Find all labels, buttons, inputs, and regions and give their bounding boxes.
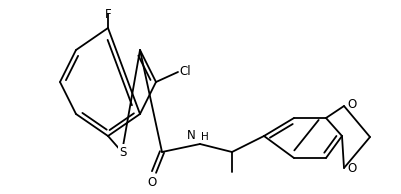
Text: N: N	[187, 129, 196, 142]
Text: S: S	[119, 146, 126, 158]
Text: O: O	[346, 99, 355, 112]
Text: O: O	[346, 163, 355, 176]
Text: O: O	[147, 176, 156, 189]
Text: F: F	[104, 8, 111, 21]
Text: H: H	[200, 132, 208, 142]
Text: Cl: Cl	[178, 66, 190, 79]
